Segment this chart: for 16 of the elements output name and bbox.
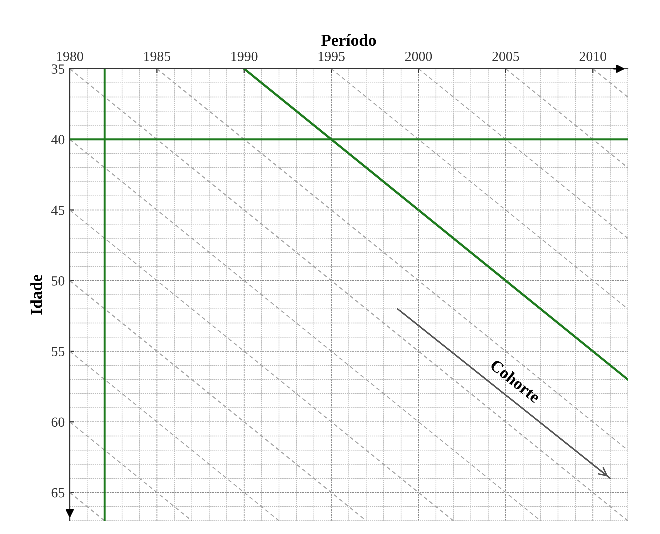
x-tick-label: 1990 [232,52,258,62]
x-tick-label: 2000 [405,52,432,62]
x-tick-label: 1995 [318,52,345,62]
x-axis-title: Período [322,34,376,46]
x-tick-label: 1985 [144,52,171,62]
x-tick-label: 2010 [580,52,606,62]
y-tick-label: 50 [52,276,65,286]
y-tick-label: 45 [52,206,65,216]
x-tick-label: 1980 [57,52,84,62]
y-tick-label: 35 [52,64,65,74]
y-tick-label: 65 [52,488,65,498]
x-tick-label: 2005 [492,52,520,62]
y-axis-title: Idade [30,275,42,315]
y-tick-label: 55 [52,347,65,356]
y-tick-label: 60 [52,418,65,428]
y-tick-label: 40 [52,135,65,145]
